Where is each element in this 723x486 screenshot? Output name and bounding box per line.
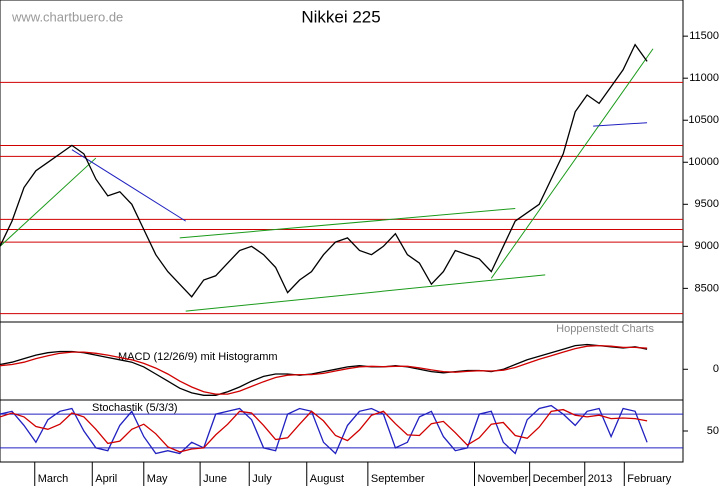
x-tick-label: December: [533, 473, 584, 485]
plot-area: [0, 343, 648, 396]
plot-area: [0, 404, 683, 455]
trend-line: [185, 274, 546, 312]
trend-line: [71, 149, 186, 222]
x-tick-label: March: [38, 473, 69, 485]
data-line: [0, 344, 648, 395]
data-line: [0, 43, 648, 298]
y-tick-label: 50: [707, 425, 719, 437]
x-tick-label: July: [252, 473, 272, 485]
data-line: [0, 404, 648, 455]
frame: [0, 0, 684, 463]
trend-line: [179, 208, 516, 239]
y-tick-label: 9000: [695, 240, 719, 252]
x-tick-label: November: [478, 473, 529, 485]
x-tick-label: September: [371, 473, 425, 485]
x-tick-label: 2013: [588, 473, 612, 485]
y-tick-label: 11000: [689, 72, 719, 84]
data-line: [0, 343, 648, 396]
panel-title: Stochastik (5/3/3): [92, 402, 178, 414]
x-tick-label: August: [310, 473, 344, 485]
data-line: [0, 408, 648, 453]
y-tick-label: 8500: [695, 282, 719, 294]
y-tick-label: 11500: [689, 30, 719, 42]
x-tick-label: May: [147, 473, 168, 485]
credit: Hoppenstedt Charts: [556, 323, 654, 335]
plot-area: [0, 43, 683, 315]
trend-line: [490, 48, 654, 279]
panel-title: MACD (12/26/9) mit Histogramm: [118, 351, 278, 363]
x-tick-label: February: [627, 473, 672, 485]
y-tick-label: 9500: [695, 198, 719, 210]
chart-title: Nikkei 225: [301, 7, 380, 26]
watermark: www.chartbuero.de: [11, 9, 123, 24]
x-tick-label: April: [95, 473, 117, 485]
y-tick-label: 10000: [688, 156, 719, 168]
trend-line: [593, 122, 648, 127]
y-tick-label: 10500: [688, 114, 719, 126]
x-tick-label: June: [203, 473, 227, 485]
y-tick-label: 0: [713, 363, 719, 375]
trend-line: [0, 157, 97, 247]
